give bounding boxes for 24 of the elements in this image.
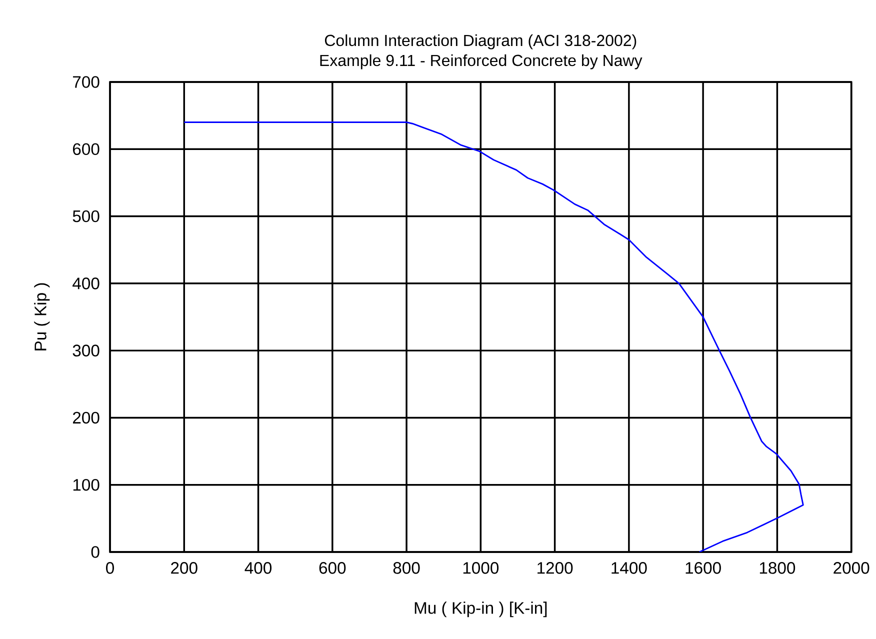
- x-tick-label: 400: [244, 562, 272, 574]
- y-tick-label: 0: [91, 546, 100, 558]
- y-tick-label: 700: [73, 76, 100, 88]
- y-axis-title: Pu ( Kip ): [34, 283, 50, 350]
- y-tick-label: 200: [72, 412, 100, 424]
- chart-subtitle: Example 9.11 - Reinforced Concrete by Nawy: [320, 54, 642, 70]
- x-tick-label: 1200: [538, 562, 573, 574]
- x-tick-label: 2000: [834, 562, 870, 574]
- chart-title: Column Interaction Diagram (ACI 318-2002): [324, 34, 636, 50]
- y-tick-label: 600: [72, 143, 100, 156]
- y-tick-label: 300: [72, 344, 100, 356]
- x-tick-label: 0: [106, 562, 114, 574]
- y-tick-label: 100: [73, 478, 100, 491]
- y-tick-label: 500: [72, 210, 100, 222]
- x-tick-label: 200: [171, 562, 198, 574]
- x-tick-label: 1400: [612, 562, 647, 574]
- x-tick-label: 600: [319, 562, 346, 574]
- line-series: [183, 122, 804, 552]
- x-tick-label: 1600: [686, 562, 721, 574]
- x-tick-label: 800: [393, 562, 420, 574]
- y-tick-label: 400: [72, 278, 100, 290]
- x-axis-title: Mu ( Kip-in ) [K-in]: [414, 602, 547, 618]
- x-tick-label: 1800: [760, 562, 796, 574]
- x-tick-label: 1000: [463, 562, 499, 574]
